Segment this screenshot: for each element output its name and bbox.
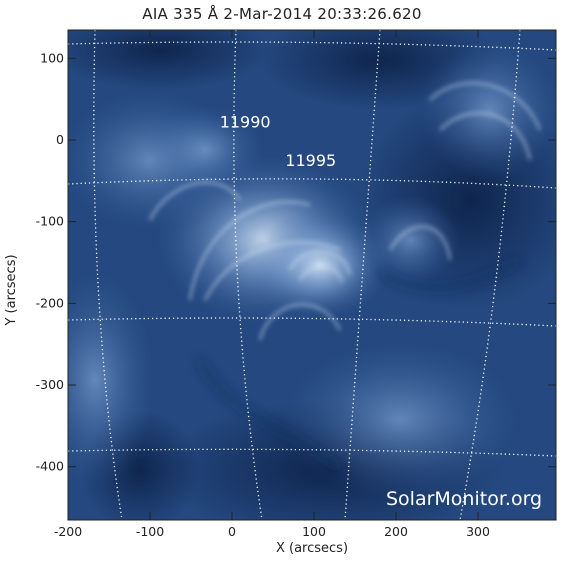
x-tick-label: 0 xyxy=(228,524,236,539)
y-axis: 100 0 -100 -200 -300 -400 xyxy=(36,50,556,474)
active-region-label: 11990 xyxy=(220,113,271,132)
x-tick-label: 300 xyxy=(466,524,490,539)
y-tick-label: -100 xyxy=(36,214,64,229)
y-tick-label: 0 xyxy=(56,132,64,147)
image-title: AIA 335 Å 2-Mar-2014 20:33:26.620 xyxy=(142,5,422,23)
plot-frame xyxy=(67,29,557,521)
x-tick-label: 200 xyxy=(384,524,408,539)
active-region-label: 11995 xyxy=(285,151,336,170)
y-tick-label: -400 xyxy=(36,459,64,474)
x-axis: -200 -100 0 100 200 300 xyxy=(54,30,490,539)
y-tick-label: 100 xyxy=(40,50,64,65)
y-axis-label: Y (arcsecs) xyxy=(4,254,19,326)
y-tick-label: -300 xyxy=(36,377,64,392)
watermark-text: SolarMonitor.org xyxy=(386,488,542,510)
x-tick-label: 100 xyxy=(302,524,326,539)
x-axis-label: X (arcsecs) xyxy=(275,541,349,556)
euv-image xyxy=(68,30,556,520)
x-tick-label: -100 xyxy=(136,524,164,539)
x-tick-label: -200 xyxy=(54,524,82,539)
y-tick-label: -200 xyxy=(36,295,64,310)
heliographic-grid xyxy=(68,30,556,520)
region-labels: 11990 11995 xyxy=(220,113,337,170)
